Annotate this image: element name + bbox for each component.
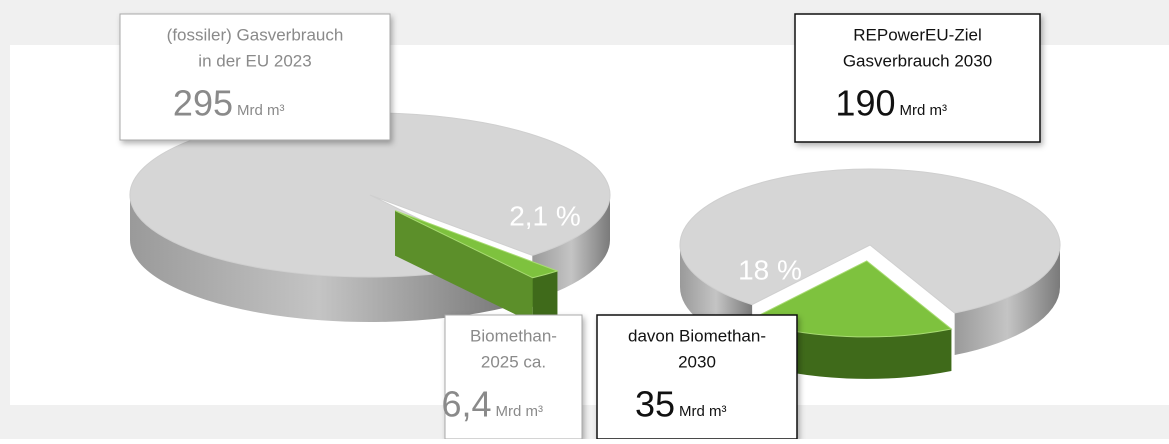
- callout-box-frame: [444, 314, 583, 440]
- total-box-line: Gasverbrauch 2030: [843, 51, 992, 70]
- slice-side: [954, 245, 1060, 356]
- total-box-amount: 295: [173, 83, 233, 124]
- callout-box-line: Biomethan-: [470, 326, 557, 345]
- slice: [129, 112, 611, 322]
- slice-side: [748, 320, 952, 379]
- slice-label: 2,1 %: [509, 200, 581, 231]
- total-box-unit: Mrd m³: [900, 102, 948, 119]
- callout-box-amount: 35: [635, 384, 675, 425]
- total-box-frame: [794, 13, 1041, 143]
- exploded-slice: [394, 210, 559, 323]
- callout-box-line: 2025 ca.: [481, 352, 546, 371]
- callout-box-unit: Mrd m³: [496, 403, 544, 420]
- slice-top: [394, 210, 559, 279]
- callout-box-line: 2030: [678, 352, 716, 371]
- total-box-line: REPowerEU-Ziel: [853, 25, 981, 44]
- callout-box-amount: 6,4: [441, 384, 491, 425]
- total-box-line: in der EU 2023: [198, 51, 311, 70]
- callout-box-frame: [596, 314, 798, 440]
- slice-side: [130, 195, 508, 322]
- total-box-unit: Mrd m³: [237, 102, 285, 119]
- callout-box: Biomethan- 2025 ca. 6,4 Mrd m³: [441, 314, 583, 440]
- slice-cut-face: [395, 210, 533, 323]
- total-box-line: (fossiler) Gasverbrauch: [167, 25, 344, 44]
- callout-box-unit: Mrd m³: [679, 403, 727, 420]
- total-box: REPowerEU-Ziel Gasverbrauch 2030 190 Mrd m³: [794, 13, 1041, 143]
- callout-box-line: davon Biomethan-: [628, 326, 766, 345]
- total-box-frame: [119, 13, 391, 141]
- total-box-amount: 190: [835, 83, 895, 124]
- total-box: (fossiler) Gasverbrauch in der EU 2023 295…: [119, 13, 391, 141]
- slice-side: [532, 270, 558, 323]
- slice-top: [679, 168, 1061, 314]
- slice-label: 18 %: [738, 254, 802, 285]
